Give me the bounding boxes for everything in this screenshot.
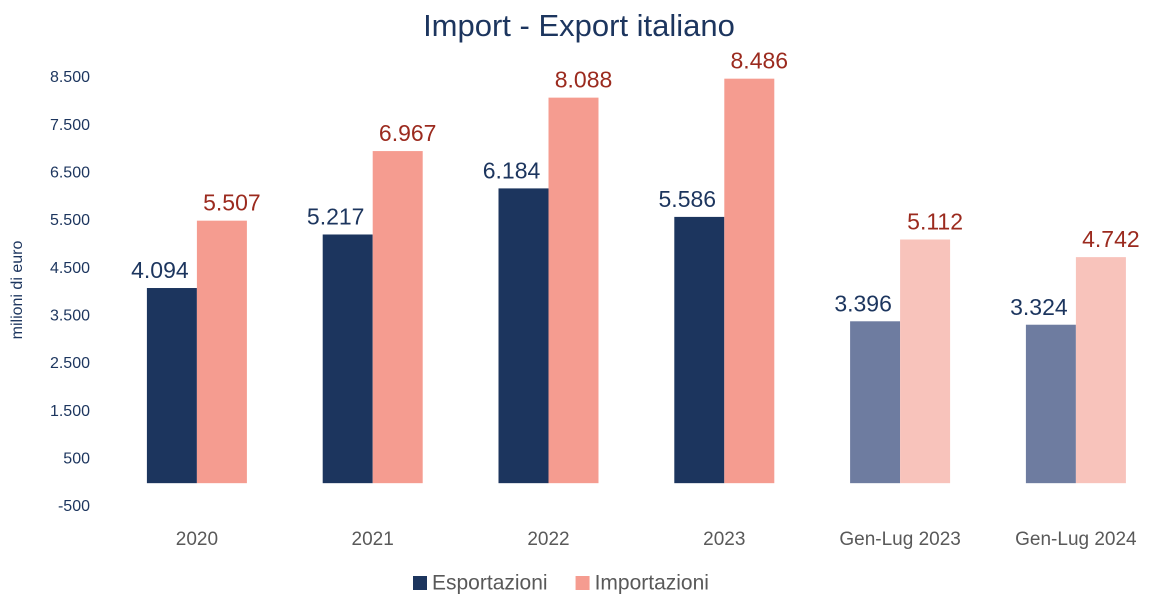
value-label: 4.742 xyxy=(1082,226,1140,252)
y-tick-label: 1.500 xyxy=(50,403,90,420)
bar xyxy=(196,220,247,484)
y-tick-label: -500 xyxy=(58,498,90,515)
bar xyxy=(900,239,951,484)
value-label: 8.088 xyxy=(555,67,613,93)
y-tick-label: 4.500 xyxy=(50,260,90,277)
legend-label: Esportazioni xyxy=(432,572,548,595)
value-label: 6.184 xyxy=(483,157,541,183)
value-label: 5.507 xyxy=(203,190,261,216)
bar xyxy=(1075,257,1126,484)
y-axis-label: milioni di euro xyxy=(9,241,26,340)
value-label: 8.486 xyxy=(731,48,789,74)
x-tick-label: 2022 xyxy=(527,529,569,550)
chart-title: Import - Export italiano xyxy=(423,8,735,43)
bar xyxy=(1025,324,1076,484)
x-tick-label: 2021 xyxy=(352,529,394,550)
y-tick-label: 5.500 xyxy=(50,212,90,229)
x-tick-label: Gen-Lug 2024 xyxy=(1015,529,1137,550)
x-tick-label: 2023 xyxy=(703,529,745,550)
legend-label: Importazioni xyxy=(595,572,709,595)
y-tick-label: 7.500 xyxy=(50,117,90,134)
bar xyxy=(146,288,197,484)
legend-swatch xyxy=(413,576,427,590)
y-tick-label: 6.500 xyxy=(50,165,90,182)
legend-swatch xyxy=(575,576,590,590)
value-label: 3.324 xyxy=(1010,294,1068,320)
value-label: 6.967 xyxy=(379,120,437,146)
bar xyxy=(548,97,599,484)
y-tick-label: 8.500 xyxy=(50,69,90,86)
bar xyxy=(850,321,901,484)
y-tick-label: 2.500 xyxy=(50,355,90,372)
bar xyxy=(322,234,373,484)
y-tick-label: 3.500 xyxy=(50,308,90,325)
bar xyxy=(498,188,549,484)
value-label: 5.217 xyxy=(307,204,365,230)
y-tick-label: 500 xyxy=(63,451,90,468)
x-tick-label: 2020 xyxy=(176,529,218,550)
value-label: 5.586 xyxy=(659,186,717,212)
bar xyxy=(674,216,725,484)
bar xyxy=(724,78,775,484)
value-label: 3.396 xyxy=(834,290,892,316)
x-tick-label: Gen-Lug 2023 xyxy=(839,529,961,550)
value-label: 4.094 xyxy=(131,257,189,283)
bar xyxy=(372,151,423,484)
value-label: 5.112 xyxy=(907,209,963,235)
